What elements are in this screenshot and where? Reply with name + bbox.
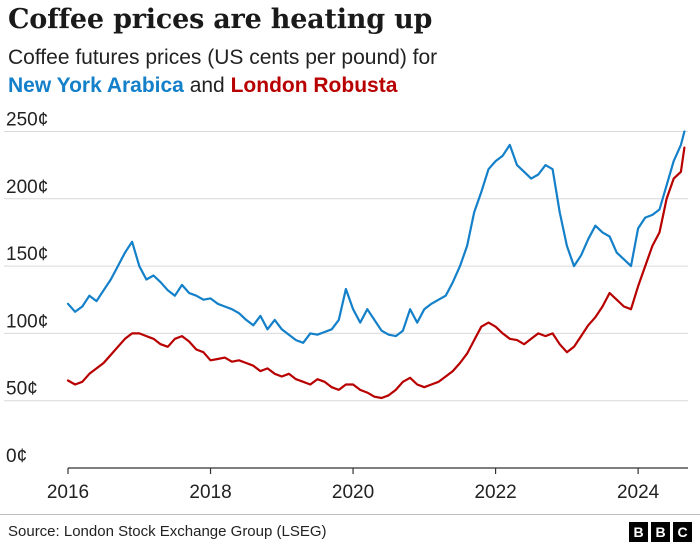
x-tick-label: 2022 (474, 482, 516, 503)
y-tick-label: 250¢ (6, 109, 48, 130)
price-chart: 0¢ 50¢ 100¢ 150¢ 200¢ 250¢ 2016 2018 2020 2022 202… (4, 109, 688, 503)
x-tick-label: 2016 (47, 482, 89, 503)
x-tick-label: 2024 (617, 482, 660, 503)
y-tick-label: 100¢ (6, 311, 48, 332)
bbc-logo: B B C (629, 522, 692, 542)
subtitle-prefix: Coffee futures prices (US cents per poun… (8, 46, 438, 69)
logo-letter: B (651, 522, 670, 542)
subtitle-conjunction: and (189, 74, 225, 97)
chart-subtitle: Coffee futures prices (US cents per poun… (8, 44, 698, 100)
series-line-arabica (66, 130, 686, 344)
y-tick-label: 150¢ (6, 244, 48, 265)
logo-letter: C (673, 522, 692, 542)
footer-divider (0, 514, 700, 515)
x-tick-label: 2018 (189, 482, 231, 503)
series-line-robusta (66, 146, 686, 400)
source-note: Source: London Stock Exchange Group (LSE… (8, 523, 327, 540)
legend-series-arabica: New York Arabica (8, 74, 184, 97)
y-tick-label: 50¢ (6, 379, 38, 400)
y-tick-label: 200¢ (6, 177, 48, 198)
x-tick-label: 2020 (332, 482, 374, 503)
logo-letter: B (629, 522, 648, 542)
legend-series-robusta: London Robusta (230, 74, 398, 97)
chart-title: Coffee prices are heating up (8, 4, 433, 35)
y-tick-label: 0¢ (6, 446, 27, 467)
